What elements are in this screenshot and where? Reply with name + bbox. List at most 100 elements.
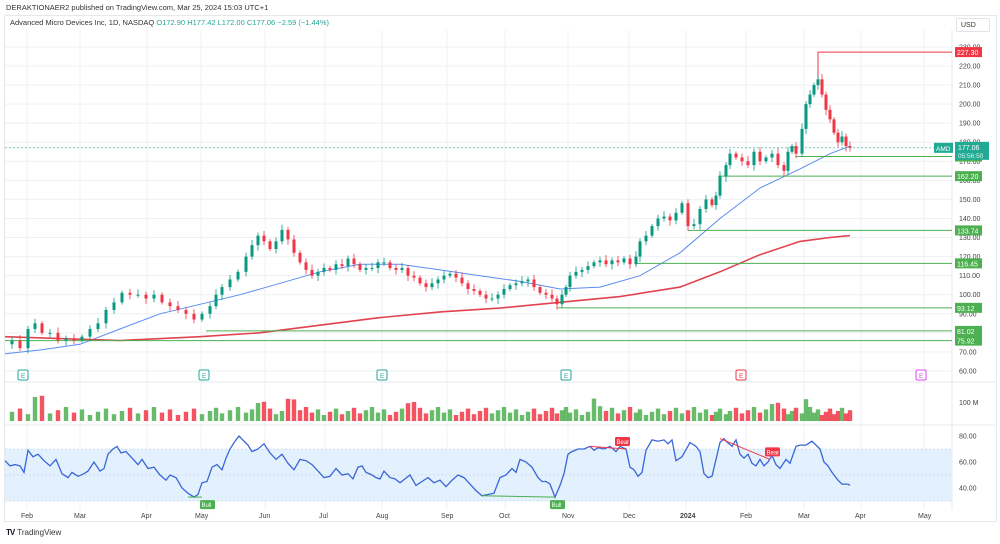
volume-bar xyxy=(213,407,219,421)
price-axis-label: 70.00 xyxy=(959,349,977,356)
volume-bar xyxy=(63,407,69,421)
volume-bar xyxy=(751,407,757,421)
volume-bar xyxy=(55,410,61,421)
candle-body xyxy=(848,146,852,148)
candle-body xyxy=(586,266,590,270)
volume-bar xyxy=(279,411,285,421)
candle-body xyxy=(564,287,568,295)
volume-bar xyxy=(111,414,117,421)
candle-body xyxy=(200,313,204,320)
earnings-marker-icon[interactable] xyxy=(17,369,29,381)
earnings-marker-icon[interactable] xyxy=(560,369,572,381)
rsi-axis-label: 40.00 xyxy=(959,486,977,493)
volume-bar xyxy=(673,407,679,421)
time-axis-label: Sep xyxy=(441,513,454,520)
level-label-bg xyxy=(955,302,982,313)
volume-bar xyxy=(831,414,837,421)
tradingview-logo-text: TradingView xyxy=(17,528,62,537)
price-axis-label: 140.00 xyxy=(959,216,981,223)
volume-bar xyxy=(127,407,133,421)
volume-bar xyxy=(199,414,205,421)
volume-bar xyxy=(709,415,715,421)
volume-bar xyxy=(785,414,791,421)
candle-body xyxy=(168,302,172,307)
volume-bar xyxy=(697,412,703,421)
volume-bar xyxy=(417,407,423,421)
candle-body xyxy=(328,268,332,270)
earnings-marker-icon[interactable] xyxy=(735,369,747,381)
currency-selector[interactable]: USD xyxy=(956,18,990,32)
high-value: H177.42 xyxy=(187,18,216,27)
volume-bar xyxy=(621,410,627,421)
volume-bar xyxy=(387,415,393,421)
volume-bar xyxy=(585,411,591,421)
volume-bar xyxy=(135,413,141,421)
divergence-line xyxy=(589,445,627,450)
volume-bar xyxy=(255,403,261,421)
candle-body xyxy=(532,279,536,288)
level-label: 162.20 xyxy=(957,174,979,181)
candle-body xyxy=(656,218,660,227)
volume-bar xyxy=(79,409,85,421)
candle-body xyxy=(33,323,37,330)
volume-bar xyxy=(483,407,489,421)
volume-bar xyxy=(775,402,781,421)
chart-frame xyxy=(4,15,997,522)
volume-bar xyxy=(357,413,363,421)
candle-body xyxy=(10,340,14,345)
candle-body xyxy=(376,262,380,269)
candle-body xyxy=(262,235,266,242)
volume-bar xyxy=(32,397,38,421)
volume-bar xyxy=(243,412,249,421)
volume-bar xyxy=(477,411,483,421)
candle-body xyxy=(758,151,762,162)
candle-body xyxy=(692,224,696,227)
candle-body xyxy=(244,256,248,272)
earnings-marker-label: E xyxy=(21,373,26,380)
volume-bar xyxy=(554,413,560,421)
level-label: 75.92 xyxy=(957,339,975,346)
time-axis-label: Nov xyxy=(562,513,575,520)
rsi-axis-label: 60.00 xyxy=(959,460,977,467)
earnings-marker-label: E xyxy=(564,373,569,380)
time-axis-label: Aug xyxy=(376,513,389,520)
volume-bar xyxy=(549,407,555,421)
candle-body xyxy=(808,94,812,105)
close-value: C177.06 xyxy=(246,18,276,27)
volume-bar xyxy=(811,412,817,421)
level-label: 116.45 xyxy=(957,261,978,268)
symbol-description: Advanced Micro Devices Inc, 1D, NASDAQ xyxy=(10,18,155,27)
candle-body xyxy=(448,273,452,276)
earnings-marker-icon[interactable] xyxy=(915,369,927,381)
volume-bar xyxy=(375,412,381,421)
volume-bar xyxy=(267,408,273,421)
candle-body xyxy=(740,157,744,162)
candle-body xyxy=(104,309,108,324)
earnings-marker-icon[interactable] xyxy=(376,369,388,381)
divergence-label-bull: Bull xyxy=(552,503,562,509)
candle-body xyxy=(836,132,840,143)
volume-bar xyxy=(691,407,697,421)
volume-bar xyxy=(847,410,853,421)
candle-body xyxy=(64,338,68,341)
time-axis-label: 2024 xyxy=(680,513,696,520)
volume-bar xyxy=(781,408,787,421)
volume-bar xyxy=(843,413,849,421)
candle-body xyxy=(686,203,690,227)
volume-bar xyxy=(87,415,93,421)
earnings-marker-icon[interactable] xyxy=(198,369,210,381)
candle-body xyxy=(828,109,832,120)
candle-body xyxy=(790,146,794,152)
candle-body xyxy=(520,281,524,284)
volume-bar xyxy=(603,411,609,421)
volume-bar xyxy=(573,409,579,421)
tradingview-logo[interactable]: TV TradingView xyxy=(6,528,61,537)
time-axis-label: Jun xyxy=(259,513,270,520)
candle-body xyxy=(364,268,368,270)
price-axis-label: 120.00 xyxy=(959,254,981,261)
volume-bar xyxy=(167,409,173,421)
price-axis-label: 210.00 xyxy=(959,83,981,90)
candle-body xyxy=(724,165,728,177)
volume-bar xyxy=(757,412,763,421)
